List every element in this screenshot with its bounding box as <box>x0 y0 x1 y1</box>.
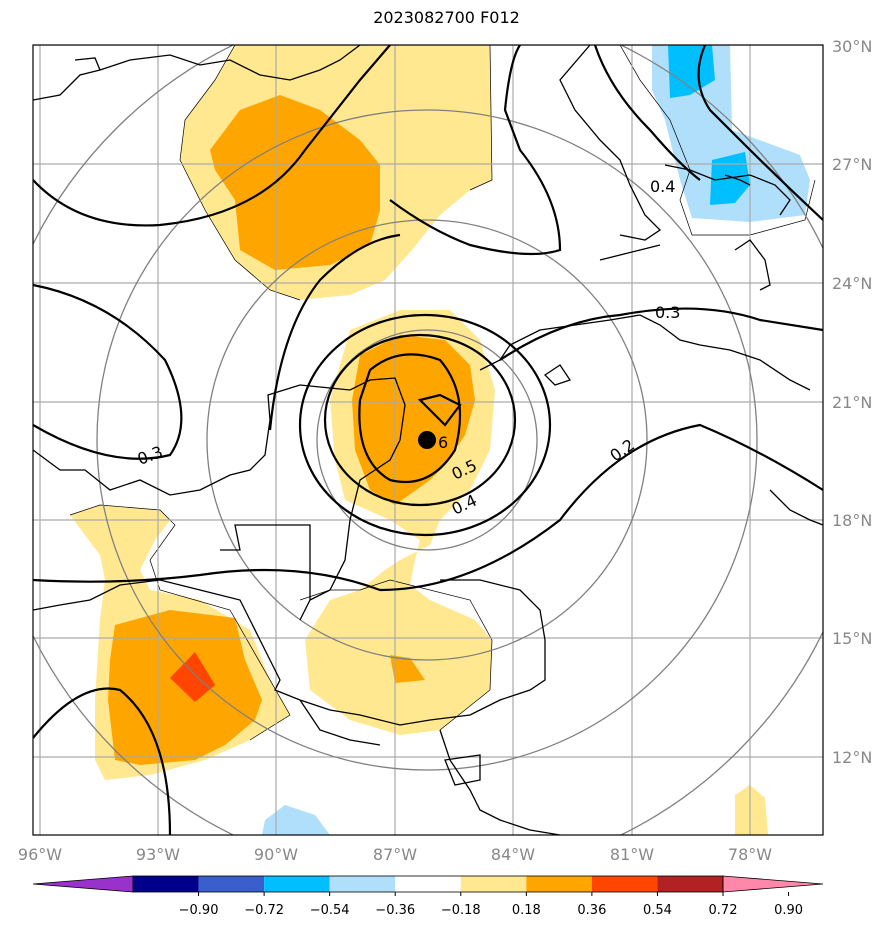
lat-label: 27°N <box>832 155 872 174</box>
colorbar-segment <box>657 876 723 892</box>
map-frame <box>32 44 824 836</box>
contour-label-0.4-ne: 0.4 <box>650 177 675 196</box>
colorbar-tick-label: −0.18 <box>441 903 481 918</box>
colorbar-segment <box>198 876 265 892</box>
colorbar-tick-label: −0.36 <box>375 903 415 918</box>
lon-label: 93°W <box>136 845 180 864</box>
lat-label: 24°N <box>832 274 872 293</box>
colorbar-extend-high <box>722 875 824 893</box>
lat-label: 21°N <box>832 393 872 412</box>
lat-labels: 30°N 27°N 24°N 21°N 18°N 15°N 12°N <box>832 37 872 767</box>
contours <box>33 45 823 835</box>
lon-labels: 96°W 93°W 90°W 87°W 84°W 81°W 78°W <box>18 845 772 864</box>
colorbar-segment <box>591 876 658 892</box>
lat-label: 18°N <box>832 511 872 530</box>
lon-label: 81°W <box>610 845 654 864</box>
colorbar-extend-low <box>32 875 134 893</box>
lon-label: 96°W <box>18 845 62 864</box>
map-title: 2023082700 F012 <box>373 8 520 27</box>
shading-red <box>170 652 215 702</box>
lon-label: 84°W <box>491 845 535 864</box>
map-layers: 0.4 0.3 0.3 0.5 0.4 0.2 6 <box>33 45 823 835</box>
colorbar-segment <box>526 876 592 892</box>
colorbar-tick-label: 0.72 <box>709 903 738 918</box>
colorbar-frame <box>132 875 724 893</box>
colorbar-segment <box>133 876 199 892</box>
contour-label-0.3-e: 0.3 <box>655 303 680 322</box>
colorbar-segment <box>264 876 330 892</box>
colorbar-segment <box>460 876 527 892</box>
lat-label: 30°N <box>832 37 872 56</box>
lon-label: 87°W <box>373 845 417 864</box>
range-rings <box>33 45 823 835</box>
shading-orange <box>108 95 475 765</box>
lon-label: 90°W <box>254 845 298 864</box>
lon-label: 78°W <box>728 845 772 864</box>
colorbar-tick-label: 0.90 <box>774 903 803 918</box>
coastlines <box>33 45 823 835</box>
lat-label: 12°N <box>832 748 872 767</box>
shading-outlines <box>69 45 816 741</box>
center-label: 6 <box>438 433 448 452</box>
colorbar-segment <box>329 876 396 892</box>
colorbar-tick-label: 0.18 <box>512 903 541 918</box>
colorbar-tick-label: −0.72 <box>244 903 284 918</box>
lat-label: 15°N <box>832 629 872 648</box>
colorbar: −0.90 −0.72 −0.54 −0.36 −0.18 0.18 0.36 0.54 0.7… <box>32 875 824 918</box>
graticule <box>33 45 823 835</box>
storm-center-marker <box>418 431 436 449</box>
colorbar-tick-label: 0.36 <box>577 903 606 918</box>
colorbar-tick-label: −0.54 <box>310 903 350 918</box>
colorbar-segment <box>395 876 461 892</box>
colorbar-tick-label: 0.54 <box>643 903 672 918</box>
colorbar-tick-label: −0.90 <box>179 903 219 918</box>
